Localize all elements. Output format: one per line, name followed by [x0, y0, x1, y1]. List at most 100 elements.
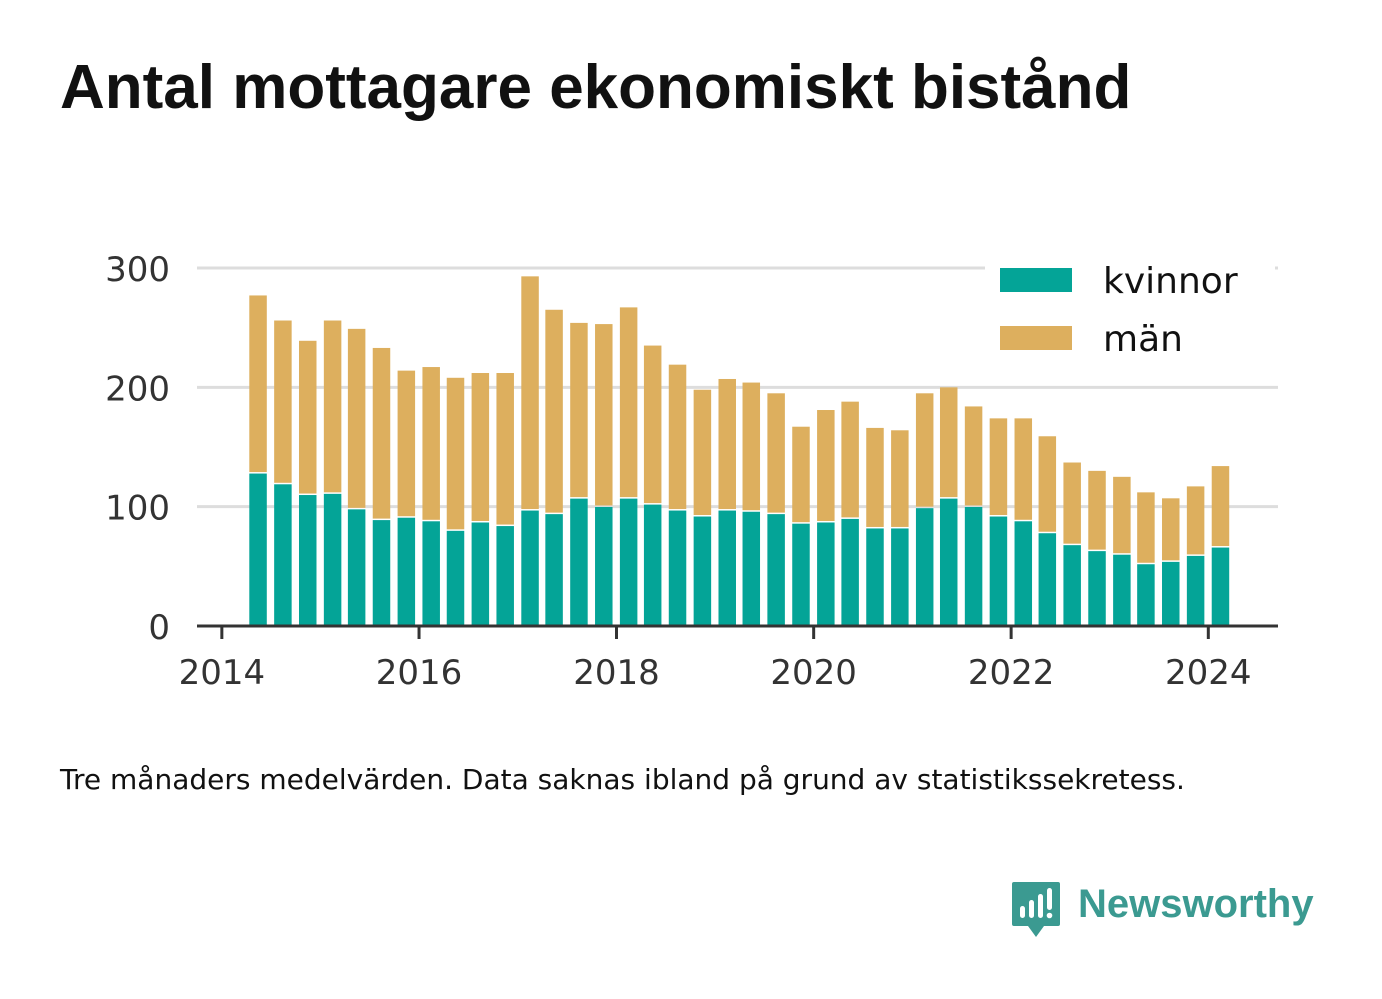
bar-kvinnor: [668, 510, 687, 626]
bar-man: [1038, 436, 1057, 532]
legend-swatch-kvinnor: [1000, 268, 1072, 292]
newsworthy-logo: Newsworthy: [1010, 880, 1314, 940]
bar-kvinnor: [323, 493, 342, 626]
bar-man: [249, 295, 267, 473]
legend-swatch-man: [1000, 326, 1072, 350]
bar-kvinnor: [521, 510, 539, 626]
bar-kvinnor: [347, 509, 366, 626]
bar-kvinnor: [1211, 547, 1230, 626]
bar-man: [619, 307, 638, 498]
legend-label-kvinnor: kvinnor: [1103, 261, 1238, 302]
bar-man: [422, 367, 440, 520]
bar-man: [595, 324, 613, 506]
x-tick-label: 2022: [968, 653, 1055, 693]
bar-kvinnor: [397, 517, 416, 626]
bar-kvinnor: [274, 484, 292, 626]
bar-man: [939, 387, 958, 498]
x-tick-label: 2020: [770, 653, 857, 693]
bar-man: [471, 373, 490, 521]
bar-man: [792, 426, 810, 523]
bar-man: [767, 393, 785, 513]
x-tick-label: 2018: [573, 653, 660, 693]
bar-man: [372, 347, 391, 519]
bar-kvinnor: [643, 504, 662, 626]
bar-kvinnor: [939, 498, 958, 626]
bar-kvinnor: [964, 506, 983, 626]
brand-name: Newsworthy: [1078, 881, 1314, 926]
bars: [249, 276, 1230, 626]
x-tick-label: 2014: [179, 653, 266, 693]
bar-kvinnor: [1014, 521, 1033, 626]
bar-kvinnor: [619, 498, 638, 626]
bar-kvinnor: [1088, 551, 1106, 626]
bar-man: [915, 393, 934, 507]
bar-kvinnor: [693, 516, 712, 626]
bar-kvinnor: [841, 518, 859, 626]
bar-man: [1063, 462, 1081, 544]
bar-man: [693, 389, 712, 516]
bar-kvinnor: [891, 528, 909, 626]
bar-man: [299, 340, 317, 494]
x-tick-label: 2016: [376, 653, 463, 693]
bar-man: [274, 320, 292, 483]
bar-man: [570, 322, 588, 498]
bar-man: [668, 364, 687, 510]
bar-man: [1014, 418, 1033, 520]
bar-man: [446, 377, 465, 530]
bar-kvinnor: [249, 473, 267, 626]
bar-man: [817, 410, 835, 521]
bar-kvinnor: [742, 511, 761, 626]
bar-kvinnor: [792, 523, 810, 626]
bar-kvinnor: [989, 516, 1008, 626]
bar-kvinnor: [817, 522, 835, 626]
bar-kvinnor: [422, 521, 440, 626]
bar-man: [891, 430, 909, 527]
bar-man: [323, 320, 342, 493]
bar-kvinnor: [866, 528, 884, 626]
legend-label-man: män: [1103, 319, 1183, 360]
bar-man: [1088, 470, 1106, 550]
bar-man: [841, 401, 859, 518]
bar-man: [496, 373, 514, 525]
y-tick-label: 200: [105, 369, 170, 409]
newsworthy-icon: [1012, 882, 1060, 937]
bar-kvinnor: [299, 495, 317, 626]
bar-kvinnor: [570, 498, 588, 626]
bar-kvinnor: [1063, 545, 1081, 626]
bar-kvinnor: [372, 520, 391, 626]
chart-title: Antal mottagare ekonomiskt bistånd: [60, 53, 1132, 122]
bar-man: [989, 418, 1008, 516]
legend: kvinnor män: [985, 255, 1275, 375]
bar-man: [718, 378, 736, 510]
x-tick-label: 2024: [1165, 653, 1252, 693]
bar-kvinnor: [1038, 533, 1057, 626]
bar-kvinnor: [595, 506, 613, 626]
bar-man: [545, 309, 563, 513]
bar-kvinnor: [718, 510, 736, 626]
bar-man: [1186, 486, 1205, 555]
bar-man: [1162, 498, 1180, 561]
bar-kvinnor: [915, 508, 934, 626]
axes: 0 100 200 300 2014 2016 2018 2020 2022 2024: [105, 250, 1278, 693]
bar-kvinnor: [446, 530, 465, 626]
bar-man: [1113, 476, 1131, 554]
bar-man: [643, 345, 662, 504]
bar-man: [742, 382, 761, 511]
bar-man: [1137, 492, 1155, 563]
bar-man: [866, 427, 884, 527]
bar-kvinnor: [767, 514, 785, 626]
bar-man: [397, 370, 416, 517]
y-tick-label: 0: [148, 608, 170, 648]
bar-kvinnor: [1162, 561, 1180, 626]
bar-kvinnor: [1186, 555, 1205, 626]
bar-kvinnor: [471, 522, 490, 626]
y-tick-label: 100: [105, 489, 170, 529]
bar-man: [964, 406, 983, 506]
chart-caption: Tre månaders medelvärden. Data saknas ib…: [60, 763, 1185, 796]
bar-kvinnor: [496, 526, 514, 626]
bar-man: [1211, 466, 1230, 547]
bar-man: [521, 276, 539, 510]
bar-kvinnor: [545, 514, 563, 626]
bar-man: [347, 328, 366, 508]
